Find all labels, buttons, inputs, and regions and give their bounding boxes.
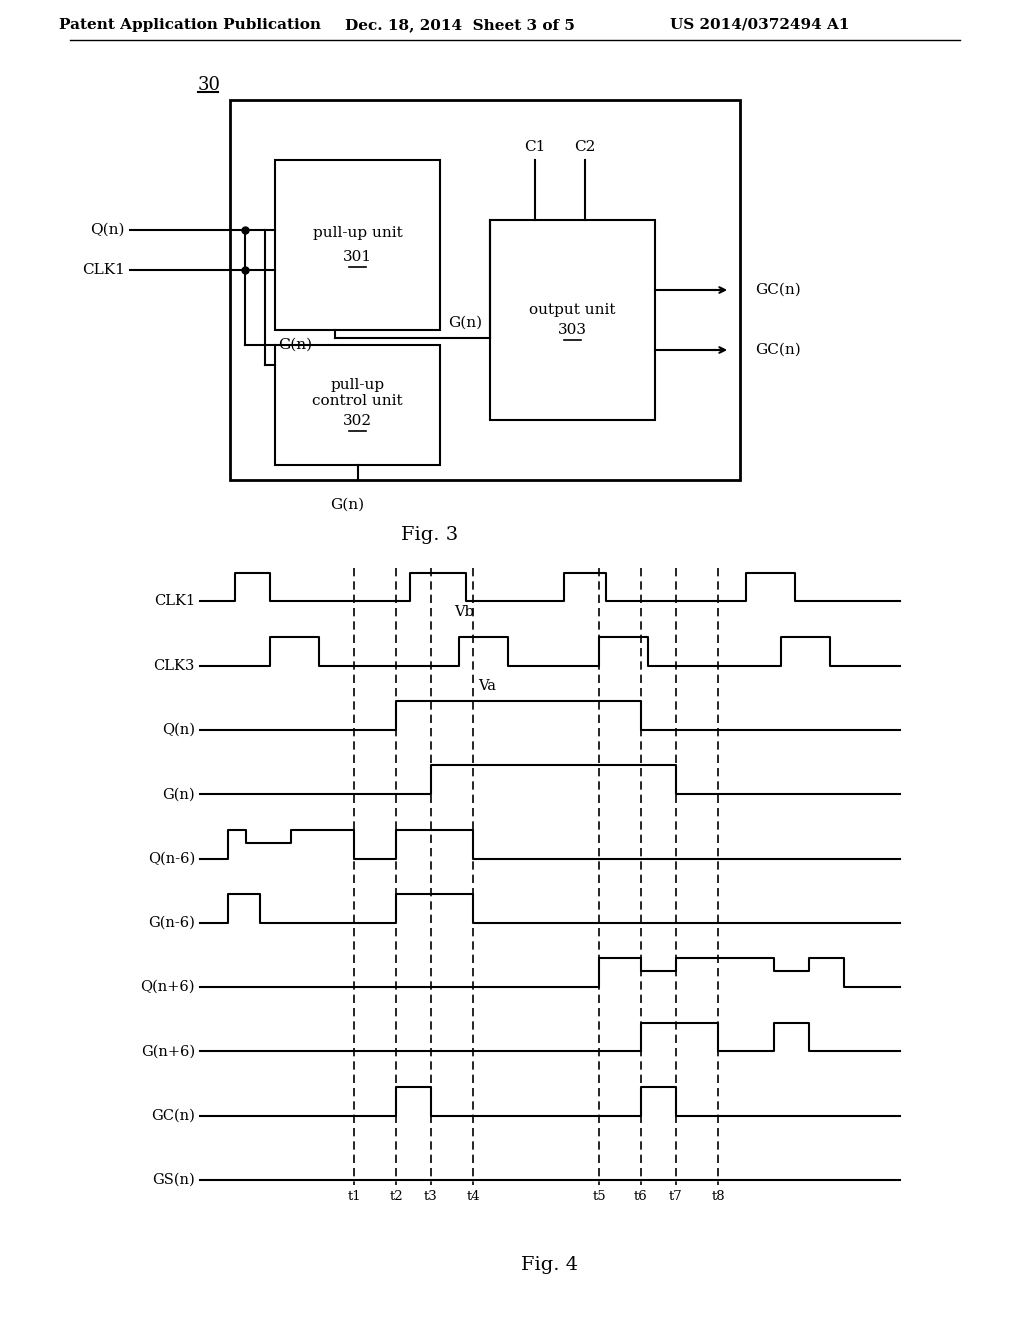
Text: G(n): G(n) — [163, 787, 195, 801]
Text: control unit: control unit — [312, 393, 402, 408]
Text: Fig. 4: Fig. 4 — [521, 1257, 579, 1274]
Text: GC(n): GC(n) — [755, 282, 801, 297]
Bar — [275, 160, 440, 330]
Text: t5: t5 — [592, 1191, 606, 1204]
Text: Q(n): Q(n) — [90, 223, 125, 238]
Text: output unit: output unit — [529, 304, 615, 317]
Bar — [230, 100, 740, 480]
Text: t7: t7 — [669, 1191, 683, 1204]
Text: t3: t3 — [424, 1191, 438, 1204]
Text: Q(n): Q(n) — [162, 723, 195, 737]
Text: G(n): G(n) — [447, 315, 482, 330]
Text: US 2014/0372494 A1: US 2014/0372494 A1 — [671, 18, 850, 32]
Text: CLK3: CLK3 — [154, 659, 195, 673]
Text: Fig. 3: Fig. 3 — [401, 525, 459, 544]
Text: CLK1: CLK1 — [82, 263, 125, 277]
Text: pull-up unit: pull-up unit — [312, 226, 402, 240]
Text: GC(n): GC(n) — [152, 1109, 195, 1123]
Text: t6: t6 — [634, 1191, 648, 1204]
Text: t8: t8 — [712, 1191, 725, 1204]
Text: Q(n-6): Q(n-6) — [147, 851, 195, 866]
Text: pull-up: pull-up — [331, 378, 385, 392]
Text: CLK1: CLK1 — [154, 594, 195, 609]
Text: 302: 302 — [343, 414, 372, 428]
Text: 303: 303 — [558, 323, 587, 337]
Text: G(n): G(n) — [278, 338, 312, 352]
Text: G(n+6): G(n+6) — [141, 1044, 195, 1059]
Text: GS(n): GS(n) — [153, 1173, 195, 1187]
Text: Dec. 18, 2014  Sheet 3 of 5: Dec. 18, 2014 Sheet 3 of 5 — [345, 18, 574, 32]
Text: C1: C1 — [524, 140, 546, 154]
Text: Q(n+6): Q(n+6) — [140, 981, 195, 994]
Text: 301: 301 — [343, 249, 372, 264]
Bar — [490, 220, 655, 420]
Text: Patent Application Publication: Patent Application Publication — [59, 18, 321, 32]
Text: Vb: Vb — [454, 605, 474, 619]
Text: C2: C2 — [574, 140, 596, 154]
Text: Va: Va — [478, 678, 496, 693]
Text: t1: t1 — [347, 1191, 360, 1204]
Text: G(n): G(n) — [331, 498, 365, 512]
Text: G(n-6): G(n-6) — [148, 916, 195, 929]
Text: GC(n): GC(n) — [755, 343, 801, 356]
Text: t2: t2 — [389, 1191, 402, 1204]
Text: 30: 30 — [198, 77, 221, 94]
Bar — [275, 345, 440, 465]
Text: t4: t4 — [466, 1191, 480, 1204]
